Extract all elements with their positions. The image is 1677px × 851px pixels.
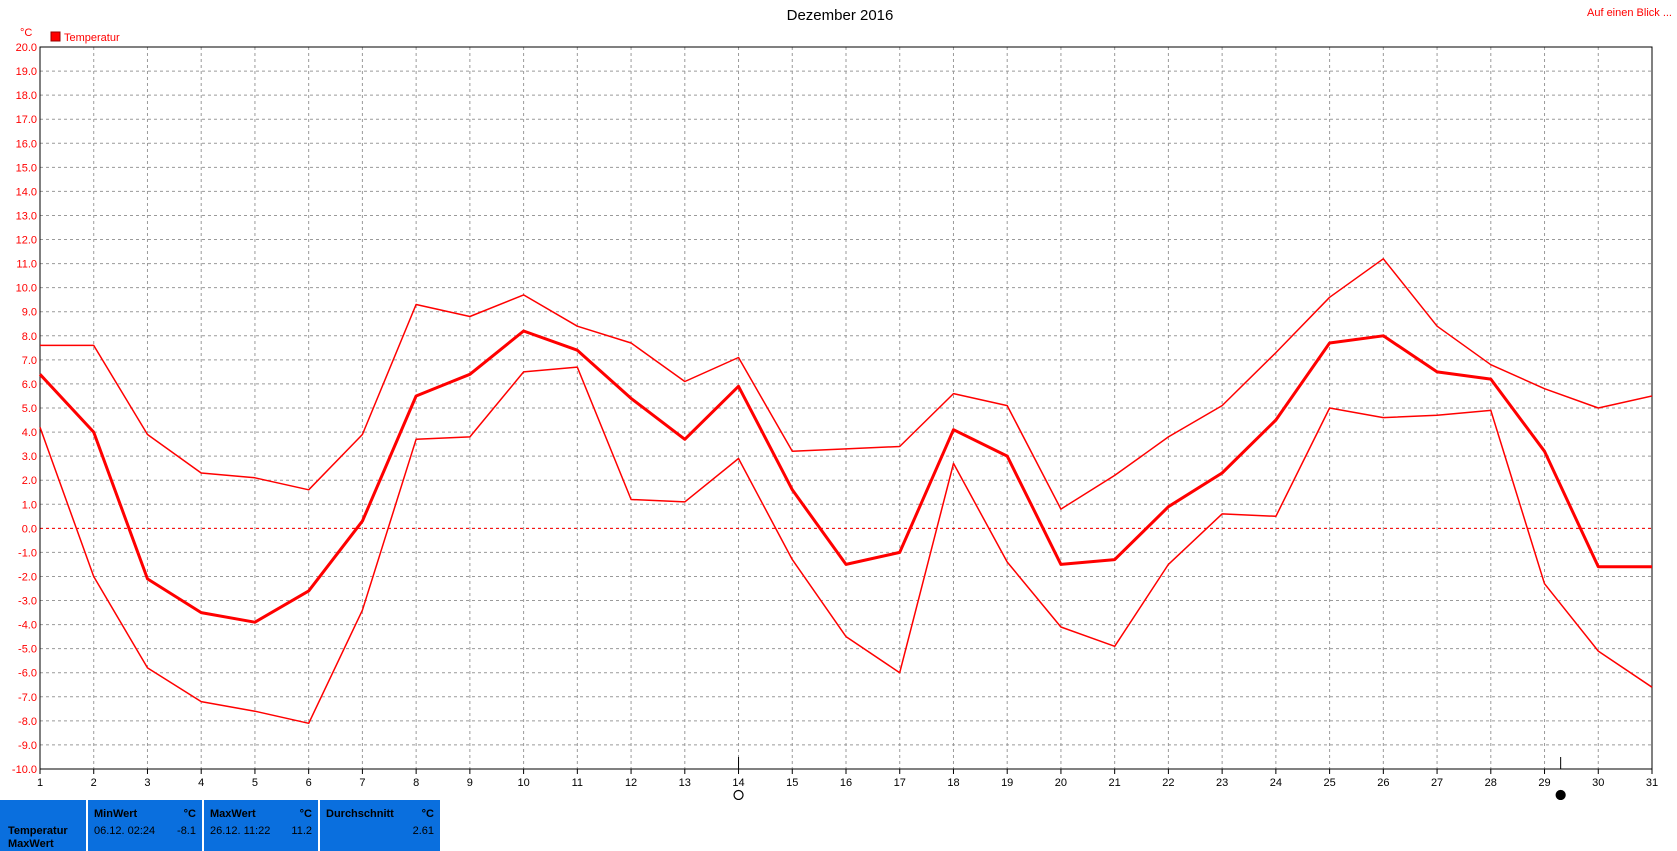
series-lines (38, 258, 1653, 725)
y-tick-label: 8.0 (22, 331, 37, 343)
x-tick-label: 15 (786, 777, 798, 789)
x-tick-label: 24 (1270, 777, 1282, 789)
x-tick-label: 28 (1485, 777, 1497, 789)
y-tick-label: 11.0 (16, 259, 37, 271)
x-tick-label: 1 (37, 777, 43, 789)
y-tick-label: 20.0 (16, 42, 37, 54)
x-tick-label: 31 (1646, 777, 1658, 789)
x-tick-label: 30 (1592, 777, 1604, 789)
x-tick-label: 11 (572, 777, 583, 789)
y-tick-label: 4.0 (22, 427, 37, 439)
new-moon-icon (1555, 789, 1566, 800)
moon-markers (733, 757, 1566, 800)
y-tick-label: 17.0 (16, 114, 37, 126)
x-tick-label: 6 (306, 777, 312, 789)
stats-max-cell: MaxWert °C 26.12. 11:22 11.2 (204, 800, 318, 851)
y-tick-label: 0.0 (22, 523, 37, 535)
x-tick-label: 26 (1377, 777, 1389, 789)
max-unit: °C (299, 808, 312, 820)
x-tick-label: 22 (1162, 777, 1174, 789)
top-right-link[interactable]: Auf einen Blick ... (1587, 7, 1672, 19)
x-tick-label: 13 (679, 777, 691, 789)
x-tick-label: 17 (894, 777, 906, 789)
chart-canvas: Dezember 2016 Auf einen Blick ... °C Tem… (12, 7, 1672, 800)
stats-row-label-maxwert: MaxWert (8, 838, 54, 850)
y-tick-label: 1.0 (22, 499, 37, 511)
min-time: 06.12. 02:24 (94, 825, 156, 837)
min-unit: °C (183, 808, 196, 820)
y-tick-label: -1.0 (18, 547, 37, 559)
x-tick-label: 16 (840, 777, 852, 789)
y-tick-label: 14.0 (16, 186, 37, 198)
y-tick-label: 7.0 (22, 355, 37, 367)
x-tick-label: 14 (732, 777, 744, 789)
x-tick-label: 23 (1216, 777, 1228, 789)
x-tick-label: 18 (947, 777, 959, 789)
axes: -10.0 -9.0 -8.0 -7.0 -6.0 -5.0 -4.0 -3.0 -2.0 -1.… (12, 42, 1658, 789)
y-tick-label: 19.0 (16, 66, 37, 78)
x-tick-label: 27 (1431, 777, 1443, 789)
x-tick-label: 2 (91, 777, 97, 789)
x-tick-label: 9 (467, 777, 473, 789)
min-header: MinWert (94, 808, 138, 820)
temperature-chart: Dezember 2016 Auf einen Blick ... °C Tem… (12, 7, 1672, 800)
y-tick-label: 2.0 (22, 475, 37, 487)
y-tick-label: 13.0 (16, 210, 37, 222)
y-tick-label: -4.0 (18, 620, 37, 632)
x-tick-label: 5 (252, 777, 258, 789)
x-tick-label: 8 (413, 777, 419, 789)
max-value: 11.2 (291, 825, 312, 837)
chart-title: Dezember 2016 (787, 7, 894, 24)
y-tick-label: 16.0 (16, 138, 37, 150)
stats-min-cell: MinWert °C 06.12. 02:24 -8.1 (88, 800, 202, 851)
max-header: MaxWert (210, 808, 256, 820)
y-tick-label: -10.0 (12, 764, 37, 776)
full-moon-icon (733, 789, 744, 800)
legend-swatch (50, 31, 61, 42)
x-tick-label: 29 (1538, 777, 1550, 789)
max-time: 26.12. 11:22 (210, 825, 271, 837)
avg-header: Durchschnitt (326, 808, 394, 820)
y-tick-label: 10.0 (16, 283, 37, 295)
stats-label-cell: Temperatur MaxWert (0, 800, 86, 851)
y-tick-label: -9.0 (18, 740, 37, 752)
x-tick-label: 20 (1055, 777, 1067, 789)
x-tick-label: 21 (1109, 777, 1121, 789)
grid (40, 47, 1652, 769)
series-line-avg (38, 329, 1652, 624)
y-tick-label: 9.0 (22, 307, 37, 319)
y-tick-label: -3.0 (18, 596, 37, 608)
x-tick-label: 7 (359, 777, 365, 789)
y-tick-label: -7.0 (18, 692, 37, 704)
x-tick-label: 12 (625, 777, 637, 789)
series-line-max (40, 258, 1653, 510)
y-tick-label: -2.0 (18, 571, 37, 583)
x-tick-label: 4 (198, 777, 204, 789)
y-tick-label: 5.0 (22, 403, 37, 415)
x-tick-label: 25 (1323, 777, 1335, 789)
min-value: -8.1 (177, 825, 196, 837)
y-unit-label: °C (20, 27, 32, 39)
stats-row-label-temperature: Temperatur (8, 825, 68, 837)
y-tick-label: 6.0 (22, 379, 37, 391)
x-tick-label: 10 (517, 777, 529, 789)
series-line-min (39, 366, 1653, 725)
statistics-bar: Temperatur MaxWert MinWert °C 06.12. 02:… (0, 800, 1677, 851)
y-tick-label: -8.0 (18, 716, 37, 728)
y-tick-label: -5.0 (18, 644, 37, 656)
y-tick-label: 12.0 (16, 235, 37, 247)
avg-value: 2.61 (412, 825, 434, 837)
y-tick-label: 18.0 (16, 90, 37, 102)
x-tick-label: 3 (144, 777, 150, 789)
stats-avg-cell: Durchschnitt °C 2.61 (320, 800, 440, 851)
legend-label: Temperatur (64, 32, 120, 44)
y-tick-label: -6.0 (18, 668, 37, 680)
avg-unit: °C (421, 808, 434, 820)
y-tick-label: 3.0 (22, 451, 37, 463)
x-tick-label: 19 (1001, 777, 1013, 789)
plot-frame (39, 46, 1653, 770)
y-tick-label: 15.0 (16, 162, 37, 174)
